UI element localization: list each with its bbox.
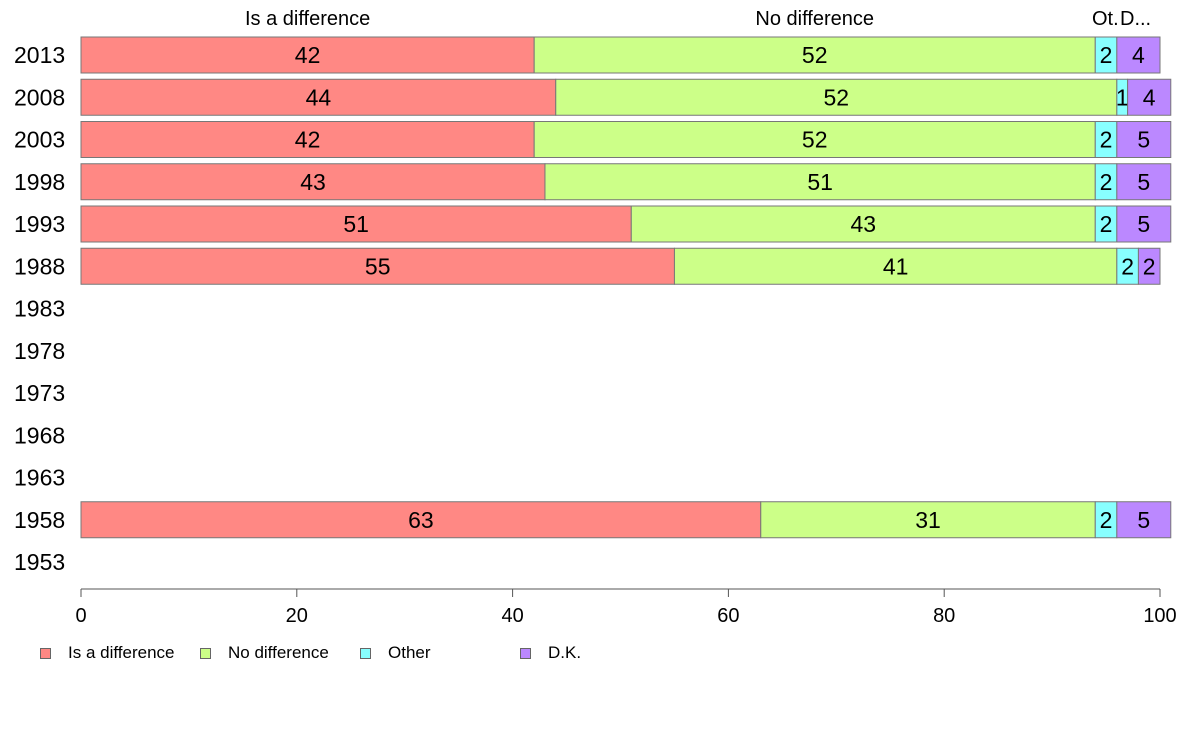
bar-segment-is-a-difference <box>80 501 762 539</box>
column-header: D... <box>1120 8 1151 30</box>
data-label: 2 <box>1143 253 1156 279</box>
bar-segment-no-difference <box>673 247 1118 285</box>
bar-segment-d-k <box>1116 501 1172 539</box>
bar-segment-d-k <box>1137 247 1161 285</box>
legend-label: Other <box>388 643 431 662</box>
data-label: 51 <box>807 169 833 195</box>
data-label: 4 <box>1132 42 1145 68</box>
y-tick-label: 1958 <box>14 507 65 533</box>
legend-swatch <box>40 647 51 659</box>
y-axis-labels: 2013 2008 2003 1998 1993 1988 1983 1978 1973 1968… <box>14 42 65 575</box>
data-label: 5 <box>1137 127 1150 153</box>
y-tick-label: 1953 <box>14 549 65 575</box>
data-label: 2 <box>1121 253 1134 279</box>
x-tick-label: 0 <box>75 605 86 627</box>
y-tick-label: 1963 <box>14 465 65 491</box>
legend-item-is-a-difference: Is a difference <box>40 643 174 663</box>
x-tick-label: 60 <box>717 605 739 627</box>
legend-item-d-k: D.K. <box>520 643 581 663</box>
y-tick-label: 1988 <box>14 253 65 279</box>
bar-segment-is-a-difference <box>80 247 675 285</box>
legend-swatch <box>520 647 531 659</box>
column-header: Ot. <box>1092 8 1119 30</box>
bar-segment-no-difference <box>544 163 1096 201</box>
bar-segment-d-k <box>1116 205 1172 243</box>
data-label: 5 <box>1137 507 1150 533</box>
data-label: 51 <box>343 211 369 237</box>
y-tick-label: 1973 <box>14 380 65 406</box>
data-label: 52 <box>824 84 850 110</box>
y-tick-label: 1983 <box>14 296 65 322</box>
data-label: 1 <box>1116 84 1129 110</box>
data-label: 2 <box>1100 507 1113 533</box>
y-tick-label: 1993 <box>14 211 65 237</box>
legend-item-no-difference: No difference <box>200 643 329 663</box>
column-headers: Is a difference No difference Ot. D... <box>245 8 1151 30</box>
bar-segment-is-a-difference <box>80 205 632 243</box>
data-label: 42 <box>295 42 321 68</box>
data-label: 55 <box>365 253 391 279</box>
data-label: 42 <box>295 127 321 153</box>
legend-swatch <box>200 647 211 659</box>
bar-segment-no-difference <box>630 205 1096 243</box>
bar-segment-no-difference <box>533 121 1096 158</box>
data-label: 2 <box>1100 211 1113 237</box>
legend-swatch <box>360 647 371 659</box>
legend-label: D.K. <box>548 643 582 662</box>
bar-segment-d-k <box>1127 78 1172 116</box>
data-label: 4 <box>1143 84 1156 110</box>
x-axis: 0 20 40 60 80 100 <box>75 588 1177 627</box>
data-label: 31 <box>915 507 941 533</box>
x-tick-label: 100 <box>1143 605 1176 627</box>
bar-segment-is-a-difference <box>80 121 535 158</box>
bars: 42 52 2 444 52 1 442 52 2 543 51 2 551 43 2 555 41 2 263 31… <box>80 36 1172 539</box>
x-tick-label: 20 <box>286 605 308 627</box>
legend: Is a difference No difference Other D.K. <box>40 643 740 663</box>
data-label: 43 <box>850 211 876 237</box>
data-label: 2 <box>1100 169 1113 195</box>
bar-segment-is-a-difference <box>80 36 535 74</box>
legend-label: No difference <box>228 643 329 662</box>
bar-segment-is-a-difference <box>80 163 546 201</box>
data-label: 2 <box>1100 127 1113 153</box>
column-header: No difference <box>755 8 874 30</box>
bar-segment-no-difference <box>760 501 1096 539</box>
x-tick-label: 80 <box>933 605 955 627</box>
bar-segment-no-difference <box>533 36 1096 74</box>
y-tick-label: 2003 <box>14 127 65 153</box>
data-label: 43 <box>300 169 326 195</box>
legend-label: Is a difference <box>68 643 175 662</box>
x-tick-label: 40 <box>501 605 523 627</box>
bar-segment-no-difference <box>555 78 1118 116</box>
data-label: 52 <box>802 42 828 68</box>
bar-segment-d-k <box>1116 163 1172 201</box>
y-tick-label: 1998 <box>14 169 65 195</box>
data-label: 41 <box>883 253 909 279</box>
bar-segment-d-k <box>1116 121 1172 158</box>
y-tick-label: 2008 <box>14 84 65 110</box>
bar-segment-d-k <box>1116 36 1161 74</box>
y-tick-label: 1978 <box>14 338 65 364</box>
data-label: 5 <box>1137 169 1150 195</box>
y-tick-label: 1968 <box>14 422 65 448</box>
data-label: 44 <box>306 84 332 110</box>
column-header: Is a difference <box>245 8 370 30</box>
data-label: 63 <box>408 507 434 533</box>
data-label: 5 <box>1137 211 1150 237</box>
legend-item-other: Other <box>360 643 431 663</box>
y-tick-label: 2013 <box>14 42 65 68</box>
bar-segment-is-a-difference <box>80 78 557 116</box>
data-label: 2 <box>1100 42 1113 68</box>
data-label: 52 <box>802 127 828 153</box>
